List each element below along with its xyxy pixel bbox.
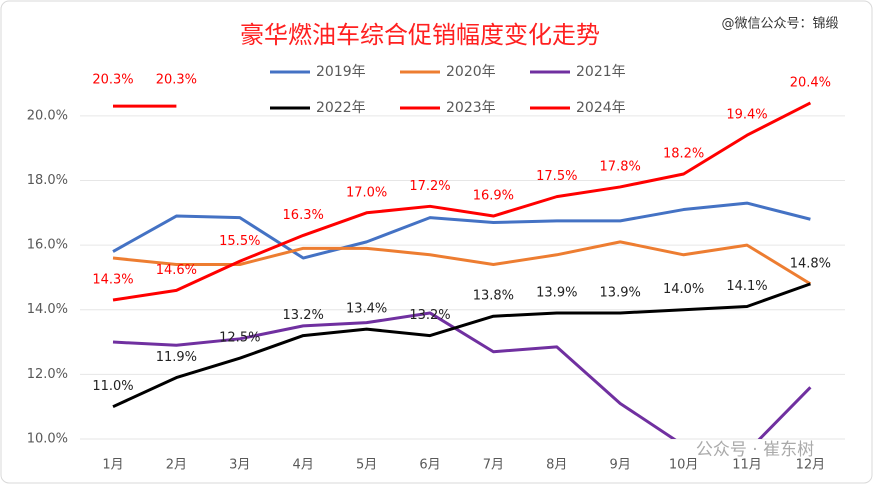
data-label: 13.4% bbox=[346, 302, 387, 317]
x-tick-label: 3月 bbox=[229, 458, 250, 473]
x-tick-label: 5月 bbox=[356, 458, 377, 473]
x-tick-label: 4月 bbox=[293, 458, 314, 473]
data-label: 13.9% bbox=[536, 285, 577, 300]
y-tick-label: 20.0% bbox=[27, 108, 68, 123]
data-label: 18.2% bbox=[663, 147, 704, 162]
data-label: 20.3% bbox=[92, 73, 133, 88]
plot bbox=[112, 101, 812, 439]
legend-label: 2021年 bbox=[576, 64, 626, 80]
series-line bbox=[112, 311, 812, 439]
data-label: 14.8% bbox=[790, 256, 831, 271]
data-label: 14.1% bbox=[726, 279, 767, 294]
data-label: 11.9% bbox=[156, 350, 197, 365]
data-label: 13.8% bbox=[473, 289, 514, 304]
data-label: 19.4% bbox=[726, 108, 767, 123]
legend-label: 2024年 bbox=[576, 100, 626, 116]
watermark-bottom: 公众号 · 崔东树 bbox=[696, 440, 814, 460]
data-label: 13.9% bbox=[600, 285, 641, 300]
data-label: 12.5% bbox=[219, 331, 260, 346]
x-tick-label: 9月 bbox=[610, 458, 631, 473]
data-label: 13.2% bbox=[409, 308, 450, 323]
series-line bbox=[112, 282, 811, 409]
y-tick-label: 12.0% bbox=[27, 367, 68, 382]
x-tick-label: 8月 bbox=[546, 458, 567, 473]
chart-title: 豪华燃油车综合促销幅度变化走势 bbox=[240, 21, 600, 49]
x-tick-label: 11月 bbox=[732, 458, 762, 473]
data-label: 14.3% bbox=[92, 273, 133, 288]
x-tick-label: 6月 bbox=[419, 458, 440, 473]
data-label: 17.8% bbox=[600, 159, 641, 174]
data-label: 15.5% bbox=[219, 234, 260, 249]
y-tick-label: 18.0% bbox=[27, 173, 68, 188]
watermark: @微信公众号：锦缎 bbox=[721, 16, 838, 32]
x-tick-label: 10月 bbox=[669, 458, 699, 473]
x-tick-label: 2月 bbox=[166, 458, 187, 473]
x-tick-label: 1月 bbox=[102, 458, 123, 473]
legend-label: 2023年 bbox=[446, 100, 496, 116]
series-line bbox=[112, 101, 812, 302]
y-tick-label: 14.0% bbox=[27, 302, 68, 317]
y-tick-label: 16.0% bbox=[27, 238, 68, 253]
legend-label: 2020年 bbox=[446, 64, 496, 80]
data-label: 16.9% bbox=[473, 189, 514, 204]
y-tick-label: 10.0% bbox=[27, 432, 68, 447]
series-line bbox=[112, 201, 811, 260]
data-label: 17.5% bbox=[536, 169, 577, 184]
data-label: 16.3% bbox=[283, 208, 324, 223]
data-label: 13.2% bbox=[283, 308, 324, 323]
data-label: 11.0% bbox=[92, 379, 133, 394]
x-tick-label: 7月 bbox=[483, 458, 504, 473]
data-label: 17.2% bbox=[409, 179, 450, 194]
legend-label: 2019年 bbox=[316, 64, 366, 80]
x-tick-label: 12月 bbox=[796, 458, 826, 473]
legend-label: 2022年 bbox=[316, 100, 366, 116]
data-label: 20.4% bbox=[790, 75, 831, 90]
data-label: 14.6% bbox=[156, 263, 197, 278]
data-label: 14.0% bbox=[663, 282, 704, 297]
data-label: 20.3% bbox=[156, 73, 197, 88]
data-label: 17.0% bbox=[346, 185, 387, 200]
